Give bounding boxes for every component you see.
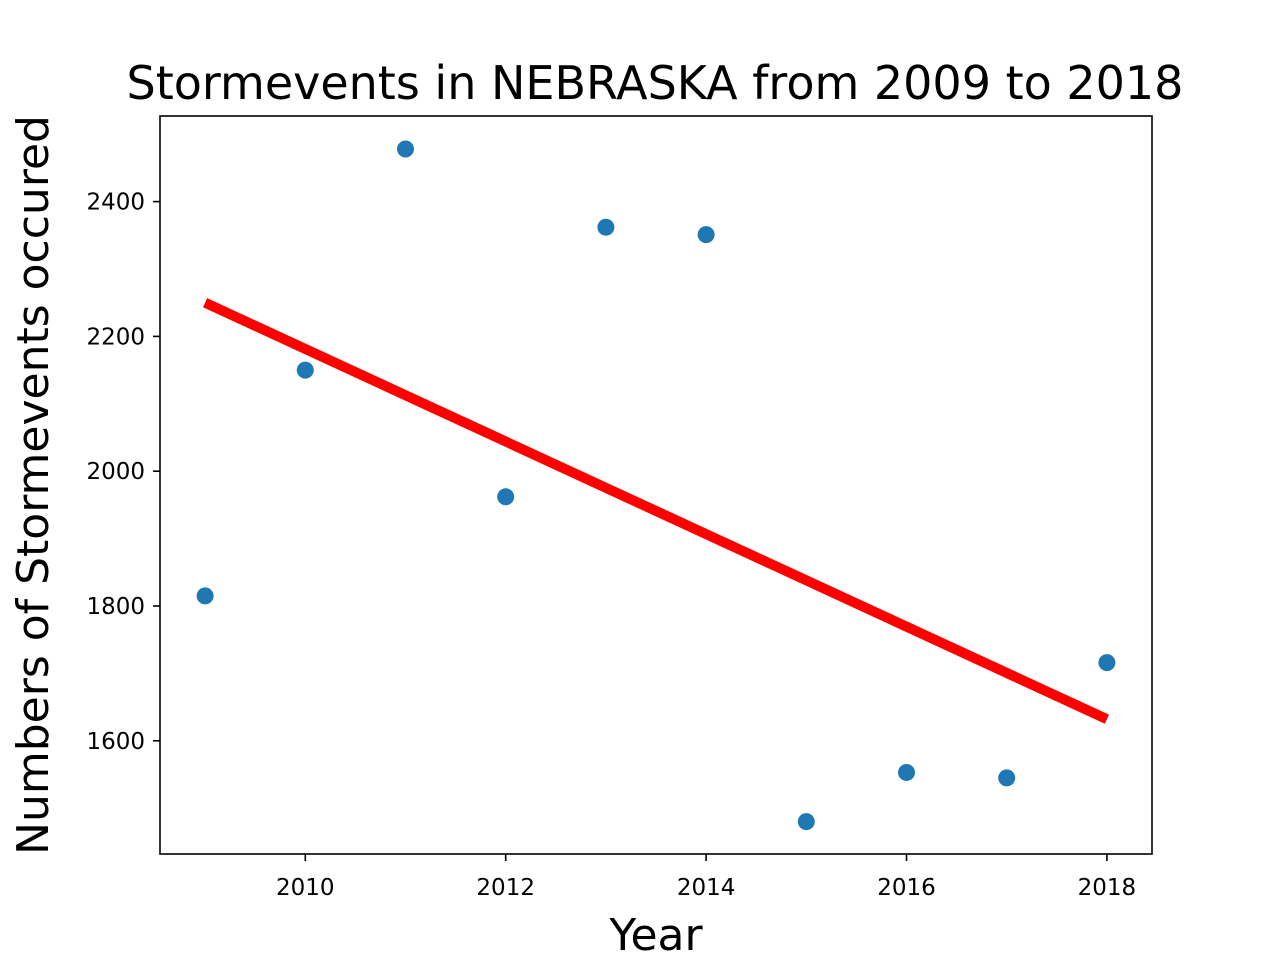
trend-line [202,298,1110,724]
x-tick-label: 2010 [276,875,335,901]
axis-ticks: 2010 2012 2014 2016 2018 1600 1800 2000 2200 2400 [86,190,1136,901]
y-axis-label: Numbers of Stormevents occured [8,115,59,855]
data-point [1098,654,1116,672]
data-point [998,769,1016,787]
x-axis-label: Year [608,910,703,960]
data-point [396,140,414,158]
plot-marks [196,140,1116,831]
x-tick-label: 2016 [877,875,936,901]
data-point [296,361,314,379]
data-point [697,226,715,244]
chart-title: Stormevents in NEBRASKA from 2009 to 201… [127,56,1184,110]
plot-frame [159,115,1153,855]
y-tick-label: 2400 [86,190,145,216]
data-point [597,218,615,236]
y-tick-label: 1800 [86,594,145,620]
data-point [196,587,214,605]
y-tick-label: 2000 [86,459,145,485]
x-tick-label: 2014 [677,875,736,901]
data-point [497,488,515,506]
data-point [898,763,916,781]
x-tick-label: 2012 [476,875,535,901]
x-tick-label: 2018 [1078,875,1137,901]
data-point [797,813,815,831]
y-tick-label: 1600 [86,729,145,755]
y-tick-label: 2200 [86,324,145,350]
